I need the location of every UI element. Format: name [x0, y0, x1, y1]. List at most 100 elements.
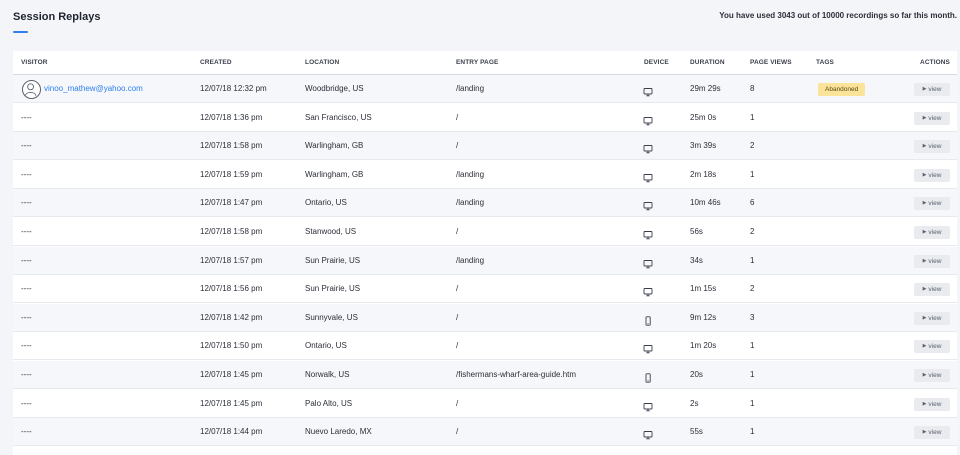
mobile-icon [643, 370, 653, 383]
entry-page-cell: / [456, 141, 459, 151]
view-button[interactable]: ▶ view [914, 340, 950, 354]
entry-page-cell: /landing [456, 198, 485, 208]
visitor-cell: ---- [21, 141, 32, 151]
view-button[interactable]: ▶ view [914, 83, 950, 96]
table-row: ---- 12/07/18 1:58 pm Warlingham, GB / 3m 39… [13, 132, 957, 161]
table-row: vinoo_mathew@yahoo.com 12/07/18 12:32 pm W… [13, 75, 957, 103]
table-row: ---- 12/07/18 1:50 pm Ontario, US / 1m 20s 1 ▶… [13, 332, 957, 361]
view-button[interactable]: ▶ view [914, 168, 950, 182]
entry-page-cell: / [456, 312, 459, 322]
desktop-icon [643, 341, 653, 354]
duration-cell: 56s [690, 227, 703, 236]
page-views-cell: 3 [750, 312, 755, 322]
page-views-cell: 2 [750, 284, 755, 294]
location-cell: Nuevo Laredo, MX [305, 427, 372, 437]
created-cell: 12/07/18 12:32 pm [200, 84, 267, 93]
duration-cell: 34s [690, 255, 703, 265]
column-header-page-views[interactable]: PAGE VIEWS [750, 59, 792, 66]
play-icon: ▶ [922, 372, 927, 378]
desktop-icon [643, 227, 653, 240]
duration-cell: 9m 12s [690, 312, 717, 322]
active-tab-indicator [13, 31, 28, 33]
table-row: ---- 12/07/18 1:59 pm Warlingham, GB/landi… [13, 160, 957, 189]
duration-cell: 1m 20s [690, 341, 717, 351]
location-cell: San Francisco, US [305, 112, 372, 122]
view-button[interactable]: ▶ view [914, 311, 950, 325]
session-replays-table: VISITOR CREATED LOCATION ENTRY PAGE DEVI… [13, 51, 957, 455]
location-cell: Sunnyvale, US [305, 312, 358, 322]
view-button-label: view [928, 257, 942, 265]
column-header-created[interactable]: CREATED [200, 59, 232, 66]
entry-page-cell: / [456, 284, 459, 294]
desktop-icon [643, 399, 653, 411]
page-views-cell: 8 [750, 84, 755, 93]
view-button[interactable]: ▶ view [914, 254, 950, 268]
view-button-label: view [928, 286, 942, 294]
view-button-label: view [928, 171, 942, 179]
avatar [22, 80, 41, 99]
visitor-cell: ---- [21, 255, 32, 265]
view-button[interactable]: ▶ view [914, 197, 950, 211]
table-row: ---- 12/07/18 1:45 pm Norwalk, US/fisherma… [13, 361, 957, 389]
visitor-link[interactable]: vinoo_mathew@yahoo.com [44, 84, 143, 93]
created-cell: 12/07/18 1:42 pm [200, 312, 263, 322]
column-header-visitor[interactable]: VISITOR [21, 59, 48, 66]
view-button-label: view [928, 400, 942, 408]
entry-page-cell: / [456, 427, 459, 437]
visitor-cell: ---- [21, 341, 32, 351]
play-icon: ▶ [922, 343, 927, 350]
usage-note: You have used 3043 out of 10000 recordin… [719, 11, 957, 20]
view-button-label: view [928, 429, 942, 437]
view-button[interactable]: ▶ view [914, 111, 950, 125]
entry-page-cell: /landing [456, 169, 485, 179]
column-header-device[interactable]: DEVICE [644, 59, 669, 66]
page-header: Session Replays You have used 3043 out o… [0, 0, 960, 38]
view-button[interactable]: ▶ view [914, 426, 950, 440]
visitor-cell: ---- [21, 312, 32, 322]
view-button-label: view [928, 372, 942, 379]
location-cell: Warlingham, GB [305, 141, 364, 151]
desktop-icon [643, 284, 653, 297]
view-button-label: view [928, 143, 942, 151]
visitor-cell: ---- [21, 227, 32, 236]
desktop-icon [643, 113, 653, 125]
play-icon: ▶ [922, 229, 927, 235]
view-button[interactable]: ▶ view [914, 140, 950, 154]
column-header-duration[interactable]: DURATION [690, 59, 725, 66]
location-cell: Woodbridge, US [305, 84, 364, 93]
view-button-label: view [928, 86, 942, 93]
play-icon: ▶ [922, 314, 927, 321]
location-cell: Stanwood, US [305, 227, 357, 236]
location-cell: Sun Prairie, US [305, 255, 361, 265]
column-header-tags[interactable]: TAGS [816, 59, 834, 66]
table-row: ---- 12/07/18 1:56 pm Sun Prairie, US / 1m 1… [13, 275, 957, 304]
column-header-location[interactable]: LOCATION [305, 59, 340, 66]
play-icon: ▶ [922, 114, 927, 121]
column-header-entry-page[interactable]: ENTRY PAGE [456, 59, 499, 66]
view-button[interactable]: ▶ view [914, 397, 950, 411]
entry-page-cell: / [456, 112, 459, 122]
visitor-cell: ---- [21, 370, 32, 379]
view-button[interactable]: ▶ view [914, 283, 950, 297]
play-icon: ▶ [922, 429, 927, 436]
location-cell: Ontario, US [305, 198, 347, 208]
created-cell: 12/07/18 1:36 pm [200, 112, 263, 122]
entry-page-cell: / [456, 341, 459, 351]
mobile-icon [643, 313, 653, 326]
table-row: ---- 12/07/18 1:42 pm Sunnyvale, US / 9m 12s… [13, 303, 957, 332]
duration-cell: 1m 15s [690, 284, 717, 294]
duration-cell: 10m 46s [690, 198, 721, 208]
duration-cell: 25m 0s [690, 112, 717, 122]
view-button[interactable]: ▶ view [914, 369, 950, 382]
visitor-cell: ---- [21, 198, 32, 208]
created-cell: 12/07/18 1:56 pm [200, 284, 263, 294]
desktop-icon [643, 198, 653, 211]
play-icon: ▶ [922, 171, 927, 178]
view-button[interactable]: ▶ view [914, 226, 950, 239]
play-icon: ▶ [922, 400, 927, 407]
table-header: VISITOR CREATED LOCATION ENTRY PAGE DEVI… [13, 51, 957, 75]
desktop-icon [643, 141, 653, 154]
page-views-cell: 1 [750, 398, 755, 408]
page-views-cell: 6 [750, 198, 755, 208]
view-button-label: view [928, 229, 942, 236]
